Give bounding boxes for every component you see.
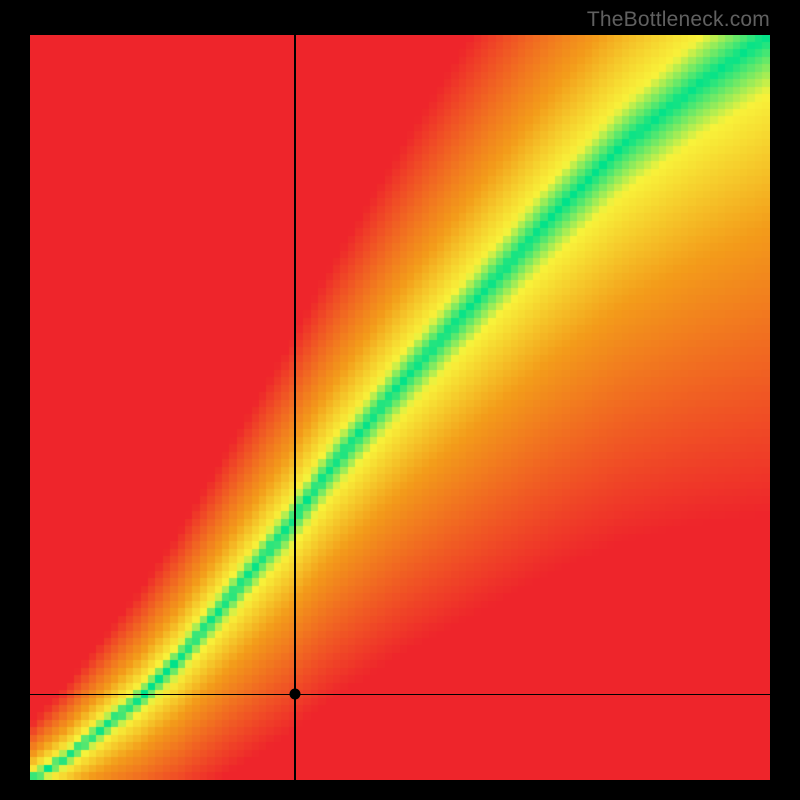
- crosshair-vertical: [294, 35, 296, 780]
- crosshair-marker: [289, 689, 300, 700]
- bottleneck-heatmap: [30, 35, 770, 780]
- crosshair-horizontal: [30, 694, 770, 696]
- chart-frame: TheBottleneck.com: [0, 0, 800, 800]
- watermark-text: TheBottleneck.com: [587, 8, 770, 32]
